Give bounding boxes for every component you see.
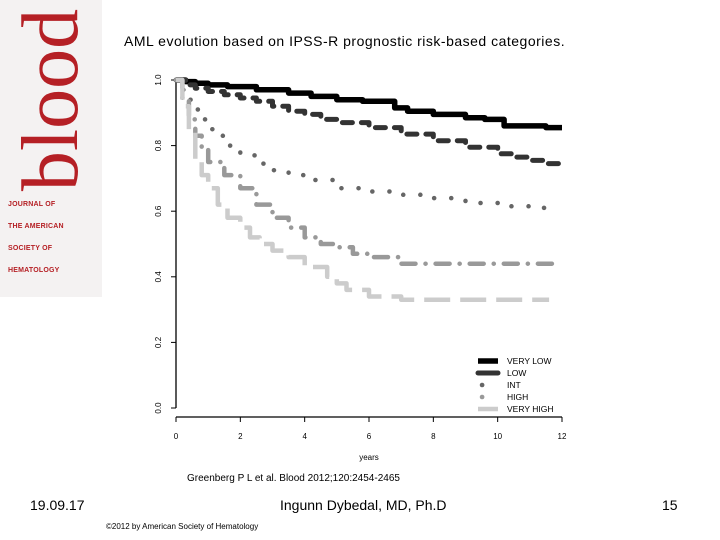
y-tick-label: 0.4 xyxy=(154,271,163,283)
blood-journal-logo: blood JOURNAL OF THE AMERICAN SOCIETY OF… xyxy=(0,0,102,297)
x-tick-label: 8 xyxy=(431,432,436,441)
logo-subtitle-line: SOCIETY OF xyxy=(8,245,53,252)
logo-subtitle-line: HEMATOLOGY xyxy=(8,267,60,274)
copyright-notice: ©2012 by American Society of Hematology xyxy=(106,522,259,531)
x-tick-label: 4 xyxy=(302,432,307,441)
citation: Greenberg P L et al. Blood 2012;120:2454… xyxy=(187,473,400,484)
y-tick-label: 0.0 xyxy=(154,402,163,414)
legend-label-int: INT xyxy=(507,380,521,390)
legend-label-high: HIGH xyxy=(507,392,528,402)
x-tick-label: 12 xyxy=(558,432,567,441)
x-axis-title: years xyxy=(359,453,379,462)
series-line-very-high xyxy=(176,77,550,303)
legend-label-very-high: VERY HIGH xyxy=(507,404,553,414)
series-line-very-low xyxy=(176,77,562,131)
y-tick-label: 0.6 xyxy=(154,205,163,217)
footer-date: 19.09.17 xyxy=(30,497,85,513)
series-line-high xyxy=(173,77,558,266)
logo-subtitle: JOURNAL OF THE AMERICAN SOCIETY OF HEMAT… xyxy=(8,194,98,282)
survival-chart: 0.0 0.2 0.4 0.6 0.8 1.0 0 2 4 6 8 10 12 years VERY LOW… xyxy=(154,74,567,462)
logo-subtitle-line: JOURNAL OF xyxy=(8,201,56,208)
slide-title: AML evolution based on IPSS-R prognostic… xyxy=(124,33,566,49)
y-tick-label: 0.2 xyxy=(154,336,163,348)
legend-label-very-low: VERY LOW xyxy=(507,356,552,366)
y-tick-label: 1.0 xyxy=(154,74,163,86)
page-number: 15 xyxy=(662,497,678,513)
x-tick-label: 6 xyxy=(367,432,372,441)
legend-label-low: LOW xyxy=(507,368,526,378)
logo-subtitle-line: THE AMERICAN xyxy=(8,223,64,230)
x-tick-label: 10 xyxy=(493,432,502,441)
series-line-low xyxy=(173,77,565,167)
series-line-int xyxy=(173,77,558,211)
x-tick-label: 0 xyxy=(174,432,179,441)
x-tick-label: 2 xyxy=(238,432,243,441)
footer-author: Ingunn Dybedal, MD, Ph.D xyxy=(280,497,447,513)
y-tick-label: 0.8 xyxy=(154,139,163,151)
